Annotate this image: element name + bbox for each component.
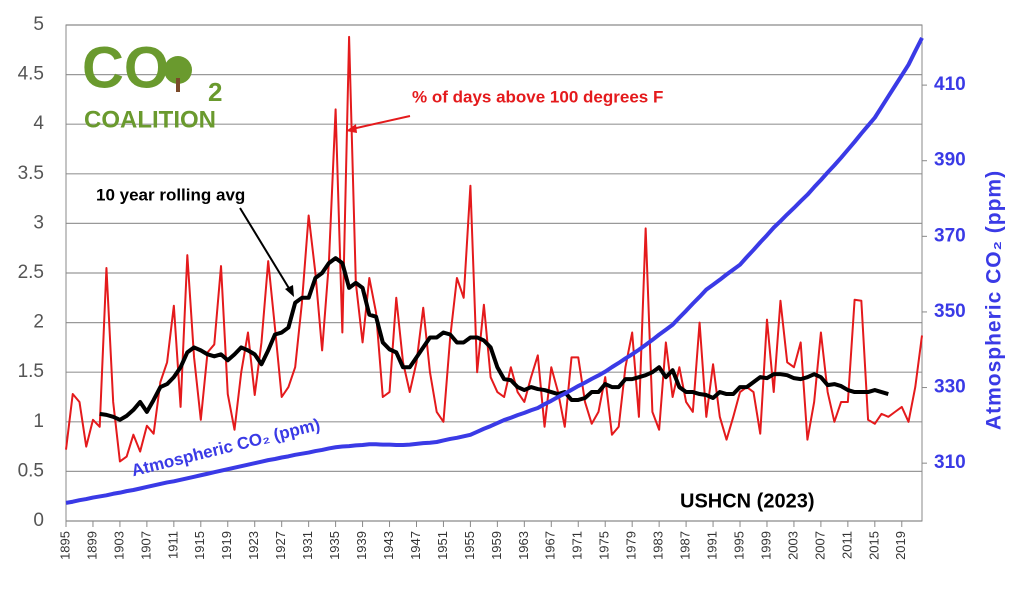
x-tick-label: 1979: [624, 531, 639, 560]
y-tick-label: 1.5: [18, 361, 44, 382]
x-tick-label: 1971: [570, 531, 585, 560]
x-tick-label: 1931: [300, 531, 315, 560]
x-tick-label: 1955: [462, 531, 477, 560]
y-tick-label: 1: [33, 411, 44, 432]
y2-axis-label: Atmospheric CO₂ (ppm): [983, 170, 1006, 430]
y-tick-label: 2.5: [18, 262, 44, 283]
logo-mark: CO: [82, 35, 169, 100]
y-tick-label: 4: [33, 113, 44, 134]
arrow: [239, 207, 291, 291]
x-tick-label: 1911: [165, 531, 180, 559]
x-tick-label: 2007: [812, 531, 827, 560]
series-line: [99, 256, 889, 422]
x-tick-label: 1999: [758, 531, 773, 560]
x-tick-label: 1951: [435, 531, 450, 560]
x-tick-label: 1919: [219, 531, 234, 560]
x-tick-label: 1923: [246, 531, 261, 560]
x-tick-label: 1935: [327, 531, 342, 560]
x-tick-label: 1975: [597, 531, 612, 560]
arrowhead: [285, 285, 294, 297]
x-tick-label: 1895: [57, 531, 72, 560]
x-tick-label: 1927: [273, 531, 288, 560]
y2-tick-label: 350: [934, 301, 966, 322]
y2-tick-label: 390: [934, 150, 966, 171]
x-tick-label: 1943: [381, 531, 396, 560]
y-tick-label: 0: [33, 510, 44, 531]
y2-tick-label: 310: [934, 452, 966, 473]
x-tick-label: 1903: [111, 531, 126, 560]
logo-sub: 2: [208, 77, 222, 107]
logo-trunk: [176, 78, 180, 92]
logo-tree: [164, 56, 192, 84]
x-tick-label: 1983: [651, 531, 666, 560]
x-tick-label: 1947: [408, 531, 423, 560]
x-tick-label: 1991: [704, 531, 719, 560]
plot: 0 0.5 1 1.5 2 2.5 3 3.5 4 4.5 5 310 330 350 370 390 410 1…: [18, 14, 966, 560]
x-tick-label: 2011: [839, 531, 854, 559]
y-tick-label: 2: [33, 312, 44, 333]
x-tick-label: 1963: [516, 531, 531, 560]
annotation: % of days above 100 degrees F: [412, 87, 663, 106]
x-tick-label: 1967: [543, 531, 558, 560]
logo: CO 2 COALITION: [82, 35, 222, 133]
y-tick-label: 3: [33, 212, 44, 233]
annotation: 10 year rolling avg: [96, 185, 245, 204]
x-tick-label: 1899: [84, 531, 99, 560]
logo-name: COALITION: [84, 106, 216, 133]
x-tick-label: 1939: [354, 531, 369, 560]
y-tick-label: 0.5: [18, 460, 44, 481]
x-tick-label: 2015: [866, 531, 881, 560]
y-tick-label: 5: [33, 14, 44, 35]
series-line: [65, 36, 924, 505]
arrowhead: [346, 124, 357, 133]
arrow: [351, 115, 411, 130]
x-tick-label: 2019: [893, 531, 908, 560]
y2-tick-label: 330: [934, 377, 966, 398]
x-tick-label: 1907: [138, 531, 153, 560]
x-tick-label: 1995: [731, 531, 746, 560]
plot-frame: [65, 24, 923, 522]
y2-tick-label: 410: [934, 74, 966, 95]
x-tick-label: 1987: [678, 531, 693, 560]
series-line: [65, 35, 923, 463]
y2-tick-label: 370: [934, 225, 966, 246]
y-tick-label: 4.5: [18, 64, 44, 85]
x-tick-label: 2003: [785, 531, 800, 560]
x-tick-label: 1915: [192, 531, 207, 560]
x-tick-label: 1959: [489, 531, 504, 560]
source: USHCN (2023): [680, 490, 814, 512]
y-tick-label: 3.5: [18, 163, 44, 184]
